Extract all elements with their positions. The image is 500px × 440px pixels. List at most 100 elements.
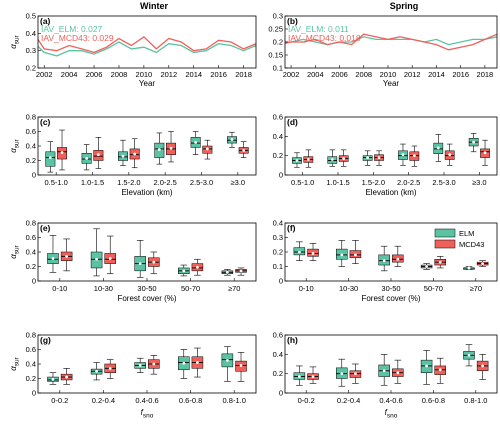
x-tick-label: 2018 — [235, 70, 252, 79]
annotation-mcd43: IAV_MCD43: 0.029 — [41, 33, 114, 43]
panel-label-d: (d) — [287, 117, 298, 127]
axes-frame-b — [284, 15, 498, 69]
x-tick-label: 2016 — [210, 70, 227, 79]
axes-frame-d — [284, 116, 498, 176]
box-mcd43 — [349, 363, 362, 384]
x-tick-label: 0.2-0.4 — [337, 396, 360, 405]
box-mcd43 — [60, 368, 73, 385]
y-tick-label: 0.6 — [26, 233, 36, 242]
panel-g: 0-0.2 0.2-0.4 0.4-0.6 0.6-0.8 0.8-1.0 fsno 0 0.… — [9, 331, 257, 420]
y-axis-label-a: αsur — [9, 34, 21, 48]
box-mcd43 — [434, 357, 446, 384]
y-tick-label: 0.2 — [273, 38, 283, 47]
annotation-mcd43: IAV_MCD43: 0.018 — [288, 33, 361, 43]
y-tick-label: 0.1 — [273, 262, 283, 271]
y-tick-label: 0.4 — [26, 360, 36, 369]
box-mcd43 — [374, 150, 384, 166]
y-tick-label: 0 — [32, 277, 36, 286]
panel-c: 0.5-1.0 1.0-1.5 1.5-2.0 2.0-2.5 2.5-3.0 ≥3.0 E… — [9, 113, 257, 197]
y-tick-label: 0.15 — [268, 51, 283, 60]
y-tick-label: 0.6 — [26, 127, 36, 136]
box-mcd43 — [148, 251, 160, 275]
x-tick-label: 2016 — [452, 70, 469, 79]
box-elm — [468, 133, 479, 153]
box-elm — [420, 263, 433, 270]
box-mcd43 — [476, 260, 489, 267]
panel-d: 0.5-1.0 1.0-1.5 1.5-2.0 2.0-2.5 2.5-3.0 ≥3.0 E… — [273, 113, 498, 197]
x-axis-label-d: Elevation (km) — [365, 188, 416, 197]
x-tick-label: 0.8-1.0 — [223, 396, 246, 405]
box-mcd43 — [409, 145, 420, 167]
x-axis-label-e: Forest cover (%) — [117, 294, 176, 303]
x-tick-label: 2018 — [477, 70, 494, 79]
x-tick-label: 2004 — [307, 70, 324, 79]
box-elm — [81, 144, 92, 171]
y-tick-label: 0.6 — [273, 331, 283, 340]
x-tick-label: ≥70 — [228, 284, 240, 293]
panel-label-f: (f) — [287, 223, 296, 233]
box-elm — [336, 358, 348, 387]
panel-h: 0-0.2 0.2-0.4 0.4-0.6 0.6-0.8 0.8-1.0 fsno 0 0.… — [273, 331, 498, 420]
box-elm — [378, 354, 390, 386]
box-mcd43 — [202, 139, 213, 160]
box-mcd43 — [338, 149, 349, 167]
y-tick-label: 0.2 — [273, 151, 283, 160]
box-mcd43 — [235, 267, 247, 276]
series-line-mcd43 — [38, 35, 256, 54]
x-axis-label-c: Elevation (km) — [121, 188, 172, 197]
axes-frame-e — [37, 222, 257, 282]
box-mcd43 — [191, 347, 204, 378]
box-mcd43 — [392, 359, 404, 384]
x-tick-label: 2014 — [428, 70, 445, 79]
x-tick-label: 50-70 — [424, 284, 443, 293]
y-tick-label: 0.2 — [273, 248, 283, 257]
box-elm — [134, 240, 146, 278]
x-tick-label: 2002 — [283, 70, 300, 79]
box-mcd43 — [307, 243, 319, 262]
y-tick-label: 0.8 — [26, 113, 36, 122]
box-mcd43 — [57, 129, 67, 171]
legend-swatch-mcd43 — [434, 239, 456, 249]
box-mcd43 — [60, 238, 73, 272]
box-mcd43 — [392, 245, 404, 267]
box-elm — [221, 269, 234, 276]
x-tick-label: 2010 — [380, 70, 397, 79]
panel-label-a: (a) — [40, 16, 51, 26]
y-tick-label: 0 — [279, 389, 283, 398]
y-tick-label: 0.3 — [273, 233, 283, 242]
x-tick-label: 2008 — [111, 70, 128, 79]
panels: 2002 2004 2006 2008 2010 2012 2014 2016 2018 Year… — [9, 12, 498, 420]
y-tick-label: 0.2 — [26, 64, 36, 73]
box-elm — [178, 349, 190, 379]
box-mcd43 — [166, 131, 176, 163]
box-mcd43 — [93, 137, 104, 169]
x-tick-label: 0-0.2 — [298, 396, 315, 405]
box-elm — [178, 264, 190, 277]
x-tick-label: 2008 — [355, 70, 372, 79]
box-mcd43 — [444, 143, 455, 166]
x-tick-label: 30-50 — [137, 284, 156, 293]
x-axis-label-h: fsno — [385, 408, 398, 420]
x-tick-label: 2006 — [331, 70, 348, 79]
box-elm — [463, 266, 475, 270]
box-elm — [134, 357, 146, 374]
legend-swatch-elm — [434, 228, 456, 238]
box-elm — [227, 131, 237, 148]
x-tick-label: 2004 — [61, 70, 78, 79]
box-elm — [292, 152, 302, 168]
y-tick-label: 0 — [32, 389, 36, 398]
x-tick-label: 0.5-1.0 — [44, 178, 67, 187]
box-mcd43 — [238, 141, 249, 158]
box-mcd43 — [148, 354, 160, 375]
x-tick-label: 0-0.2 — [51, 396, 68, 405]
box-mcd43 — [476, 354, 489, 380]
box-elm — [398, 143, 408, 166]
y-tick-label: 0 — [279, 171, 283, 180]
panel-label-g: (g) — [40, 335, 51, 345]
x-axis-label-f: Forest cover (%) — [361, 294, 420, 303]
y-tick-label: 0.8 — [26, 331, 36, 340]
y-tick-label: 0.25 — [268, 25, 283, 34]
y-tick-label: 0.4 — [26, 142, 36, 151]
x-tick-label: 0.6-0.8 — [179, 396, 202, 405]
x-tick-label: 10-30 — [94, 284, 113, 293]
